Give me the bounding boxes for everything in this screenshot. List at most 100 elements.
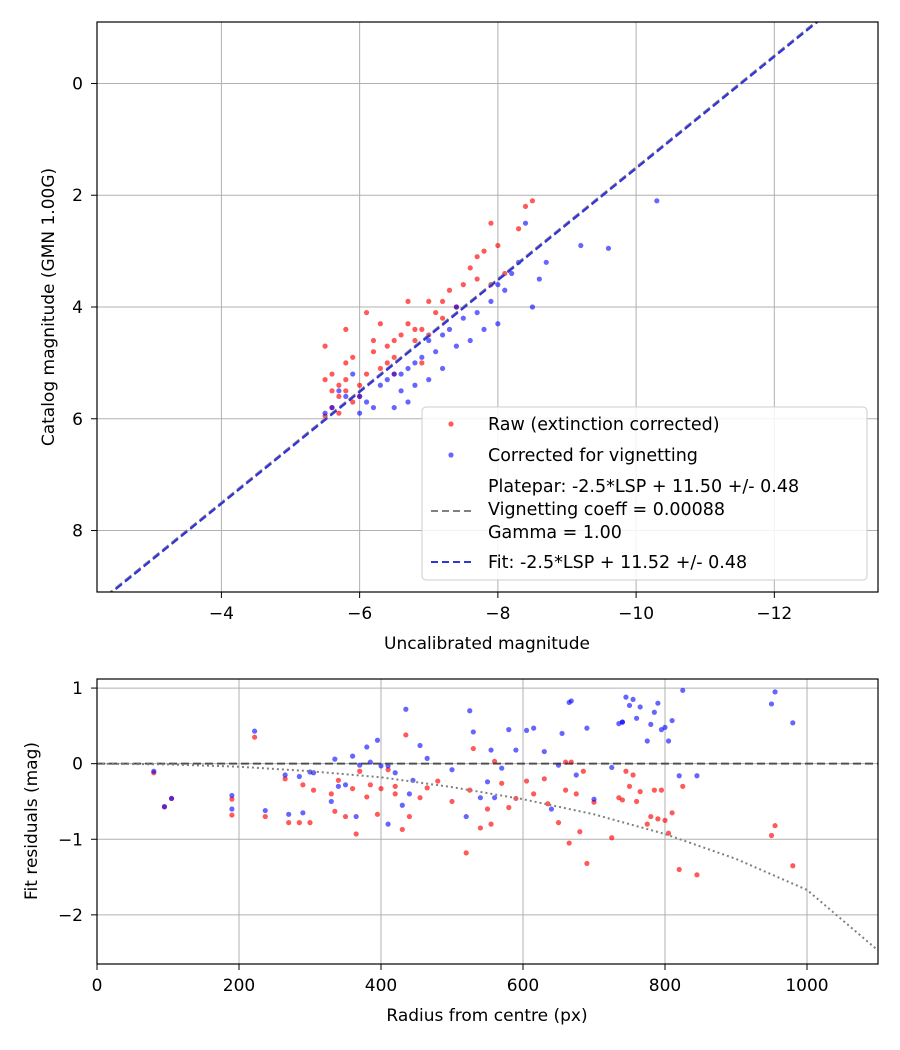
- top-point-series-0: [322, 343, 328, 349]
- bottom-point-series-0: [680, 783, 686, 789]
- bottom-point-series-0: [506, 804, 512, 811]
- bottom-point-series-0: [300, 782, 306, 788]
- top-ytick-label: 2: [72, 186, 83, 206]
- bottom-ytick-label: 0: [72, 755, 83, 775]
- bottom-point-series-0: [768, 832, 775, 839]
- top-point-series-0: [343, 360, 349, 366]
- bottom-point-series-0: [555, 820, 562, 826]
- top-point-series-0: [350, 399, 356, 405]
- bottom-point-series-1: [506, 727, 512, 733]
- bottom-point-series-0: [626, 783, 633, 789]
- top-point-series-1: [412, 382, 418, 388]
- top-point-series-0: [439, 315, 446, 321]
- bottom-point-series-1: [492, 795, 498, 801]
- top-point-series-0: [433, 309, 439, 316]
- top-point-series-0: [343, 326, 349, 332]
- bottom-point-series-0: [392, 791, 398, 797]
- bottom-point-series-0: [403, 732, 409, 738]
- bottom-point-series-1: [548, 806, 555, 812]
- top-point-series-0: [405, 298, 411, 305]
- bottom-point-series-0: [651, 787, 657, 793]
- top-point-series-1: [433, 349, 439, 355]
- bottom-point-series-0: [658, 787, 665, 793]
- bottom-point-series-0: [619, 797, 626, 803]
- bottom-point-series-1: [403, 706, 409, 712]
- bottom-point-series-1: [229, 806, 235, 812]
- bottom-point-series-1: [286, 811, 292, 817]
- bottom-point-series-1: [328, 798, 334, 805]
- bottom-point-series-0: [623, 768, 629, 774]
- top-point-series-1: [446, 326, 453, 332]
- top-point-series-1: [460, 315, 466, 321]
- bottom-point-series-1: [424, 755, 430, 761]
- bottom-point-series-1: [282, 772, 288, 778]
- top-point-series-1: [522, 220, 529, 226]
- bottom-point-series-1: [676, 773, 682, 779]
- top-ytick-label: 4: [72, 298, 83, 318]
- bottom-point-series-1: [634, 715, 640, 721]
- bottom-point-series-0: [573, 791, 579, 797]
- bottom-point-series-0: [648, 813, 654, 820]
- legend-label-fit: Fit: -2.5*LSP + 11.52 +/- 0.48: [488, 553, 747, 573]
- bottom-point-series-0: [634, 798, 640, 805]
- legend-marker-corrected: [448, 452, 454, 458]
- bottom-xtick-label: 0: [92, 976, 103, 996]
- top-point-series-1: [412, 360, 418, 366]
- top-point-series-1: [654, 198, 660, 204]
- top-xtick-label: −10: [618, 604, 654, 624]
- bottom-point-series-0: [499, 780, 505, 786]
- bottom-point-series-0: [350, 786, 356, 792]
- bottom-ylabel: Fit residuals (mag): [22, 742, 42, 900]
- bottom-point-series-0: [435, 778, 441, 784]
- top-xtick-label: −6: [347, 604, 372, 624]
- bottom-point-series-0: [353, 831, 359, 837]
- bottom-point-series-0: [335, 777, 341, 783]
- top-point-series-0: [419, 326, 425, 332]
- bottom-xlabel: Radius from centre (px): [386, 1006, 587, 1026]
- bottom-point-series-1: [609, 764, 615, 771]
- top-point-series-1: [350, 371, 356, 377]
- top-point-series-0: [460, 282, 466, 288]
- top-xtick-label: −4: [209, 604, 234, 624]
- top-point-series-0: [391, 337, 397, 344]
- bottom-point-series-0: [332, 808, 338, 814]
- bottom-ytick-label: −2: [58, 906, 83, 926]
- bottom-xtick-label: 1000: [785, 976, 828, 996]
- top-point-series-1: [398, 388, 404, 394]
- top-point-series-0: [488, 220, 494, 226]
- bottom-point-series-1: [630, 696, 636, 703]
- bottom-point-series-0: [566, 840, 572, 846]
- bottom-point-series-0: [484, 806, 491, 812]
- top-point-series-1: [495, 321, 501, 327]
- top-point-series-1: [426, 337, 432, 344]
- top-point-series-1: [391, 404, 397, 411]
- bottom-point-series-1: [694, 773, 700, 779]
- top-point-series-0: [481, 248, 487, 254]
- bottom-point-series-1: [790, 720, 796, 726]
- bottom-point-series-1: [392, 770, 398, 776]
- top-point-series-1: [405, 399, 411, 405]
- bottom-point-series-1: [669, 717, 675, 724]
- bottom-point-series-1: [168, 795, 175, 802]
- top-point-series-0: [474, 254, 480, 260]
- bottom-ticks: 0 200 400 600 800 1000 1 0 −1 −2: [58, 679, 829, 996]
- top-point-series-0: [336, 382, 342, 388]
- top-ylabel: Catalog magnitude (GMN 1.00G): [39, 168, 59, 446]
- bottom-data: [97, 687, 878, 952]
- bottom-point-series-0: [310, 787, 317, 793]
- bottom-point-series-1: [374, 737, 381, 743]
- top-point-series-0: [363, 309, 370, 316]
- bottom-plot-frame: [96, 678, 879, 965]
- top-point-series-1: [509, 270, 515, 277]
- top-xlabel: Uncalibrated magnitude: [384, 634, 590, 654]
- bottom-xtick-label: 600: [507, 976, 539, 996]
- top-point-series-1: [363, 399, 370, 405]
- bottom-point-series-1: [300, 810, 306, 816]
- bottom-point-series-1: [385, 821, 391, 827]
- top-point-series-0: [329, 388, 335, 394]
- bottom-point-series-1: [680, 687, 686, 693]
- bottom-point-series-0: [644, 821, 650, 827]
- bottom-point-series-0: [676, 866, 682, 873]
- top-point-series-0: [336, 410, 342, 416]
